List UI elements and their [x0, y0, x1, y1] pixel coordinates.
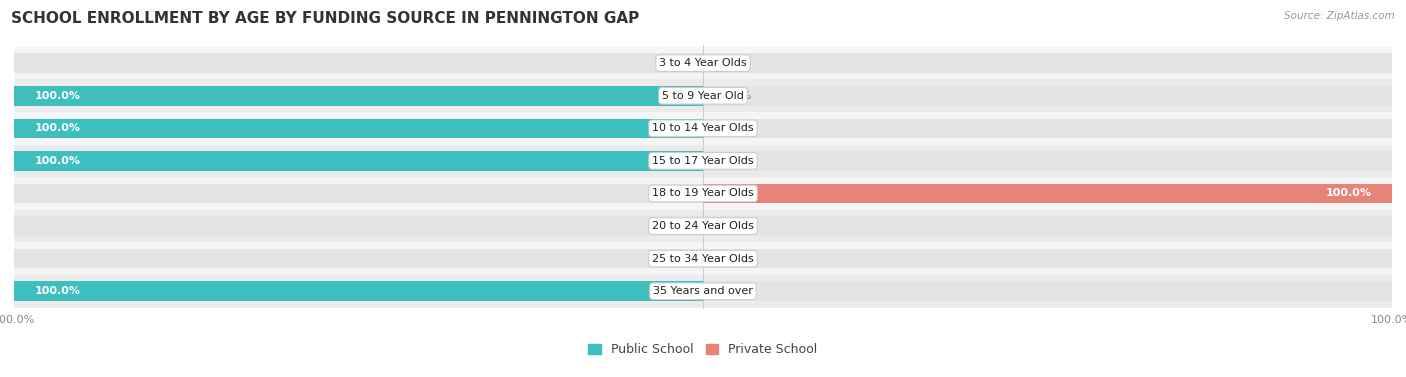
Text: 15 to 17 Year Olds: 15 to 17 Year Olds	[652, 156, 754, 166]
Bar	[703, 282, 1392, 301]
Text: 100.0%: 100.0%	[1326, 188, 1371, 198]
Text: 0.0%: 0.0%	[724, 58, 752, 68]
Bar	[703, 184, 1392, 203]
Text: 100.0%: 100.0%	[35, 123, 80, 133]
Bar	[703, 249, 1392, 268]
Bar	[14, 54, 703, 73]
Bar	[14, 282, 703, 301]
Bar	[14, 184, 703, 203]
Bar	[703, 54, 1392, 73]
Text: 0.0%: 0.0%	[724, 221, 752, 231]
Text: 0.0%: 0.0%	[654, 254, 682, 264]
Bar	[14, 86, 703, 106]
Text: 100.0%: 100.0%	[35, 91, 80, 101]
Bar	[14, 249, 703, 268]
Bar	[703, 216, 1392, 236]
Text: 0.0%: 0.0%	[724, 254, 752, 264]
Text: 0.0%: 0.0%	[724, 286, 752, 296]
Text: 0.0%: 0.0%	[724, 156, 752, 166]
Bar	[14, 86, 703, 106]
Bar	[14, 216, 703, 236]
Text: 100.0%: 100.0%	[35, 156, 80, 166]
Bar	[14, 275, 1392, 308]
Bar	[703, 118, 1392, 138]
Text: 0.0%: 0.0%	[724, 91, 752, 101]
Bar	[14, 177, 1392, 210]
Text: Source: ZipAtlas.com: Source: ZipAtlas.com	[1284, 11, 1395, 21]
Bar	[703, 151, 1392, 171]
Bar	[703, 184, 1392, 203]
Text: 18 to 19 Year Olds: 18 to 19 Year Olds	[652, 188, 754, 198]
Text: 0.0%: 0.0%	[654, 58, 682, 68]
Text: 5 to 9 Year Old: 5 to 9 Year Old	[662, 91, 744, 101]
Legend: Public School, Private School: Public School, Private School	[583, 338, 823, 361]
Text: 20 to 24 Year Olds: 20 to 24 Year Olds	[652, 221, 754, 231]
Bar	[14, 210, 1392, 242]
Text: 100.0%: 100.0%	[35, 286, 80, 296]
Text: 3 to 4 Year Olds: 3 to 4 Year Olds	[659, 58, 747, 68]
Bar	[14, 151, 703, 171]
Bar	[14, 242, 1392, 275]
Text: SCHOOL ENROLLMENT BY AGE BY FUNDING SOURCE IN PENNINGTON GAP: SCHOOL ENROLLMENT BY AGE BY FUNDING SOUR…	[11, 11, 640, 26]
Text: 0.0%: 0.0%	[724, 123, 752, 133]
Text: 0.0%: 0.0%	[654, 221, 682, 231]
Bar	[703, 86, 1392, 106]
Text: 0.0%: 0.0%	[654, 188, 682, 198]
Bar	[14, 145, 1392, 177]
Bar	[14, 118, 703, 138]
Bar	[14, 151, 703, 171]
Bar	[14, 282, 703, 301]
Bar	[14, 118, 703, 138]
Text: 10 to 14 Year Olds: 10 to 14 Year Olds	[652, 123, 754, 133]
Bar	[14, 112, 1392, 145]
Bar	[14, 80, 1392, 112]
Bar	[14, 47, 1392, 80]
Text: 35 Years and over: 35 Years and over	[652, 286, 754, 296]
Text: 25 to 34 Year Olds: 25 to 34 Year Olds	[652, 254, 754, 264]
